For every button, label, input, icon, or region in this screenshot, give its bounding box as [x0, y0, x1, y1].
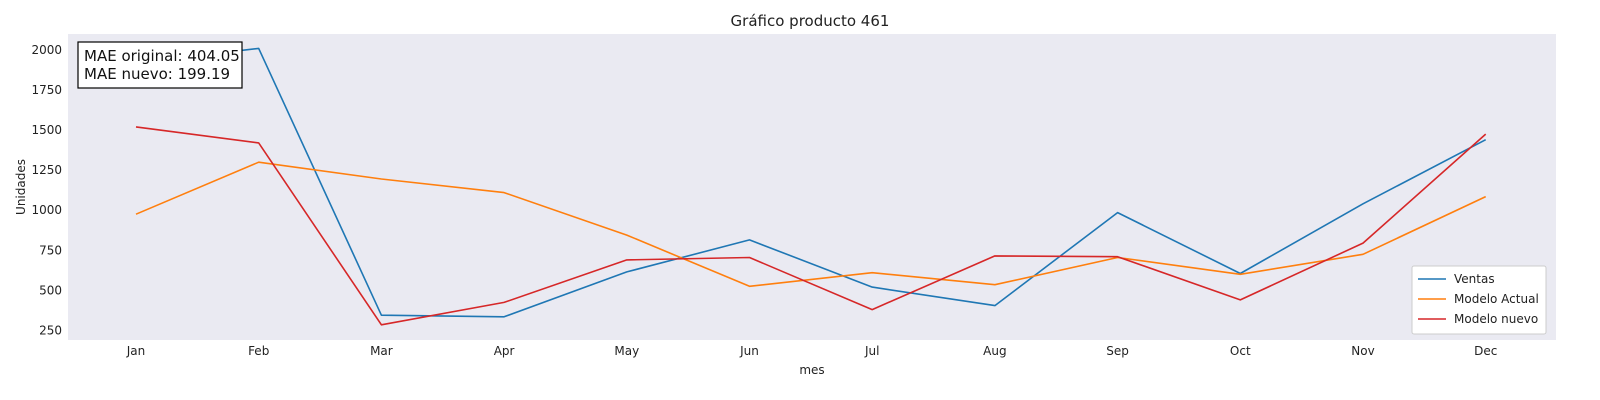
y-tick-label: 500	[39, 283, 62, 297]
annotation-line-mae-nuevo: MAE nuevo: 199.19	[84, 65, 230, 83]
y-ticks: 250 500 750 1000 1250 1500 1750 2000	[31, 43, 62, 337]
series-layer	[135, 47, 1487, 326]
chart-title: Gráfico producto 461	[731, 12, 890, 30]
x-tick-label: Mar	[370, 344, 393, 358]
x-tick-label: Aug	[983, 344, 1006, 358]
x-ticks: Jan Feb Mar Apr May Jun Jul Aug Sep Oct Nov Dec	[126, 344, 1498, 358]
plot-area	[68, 34, 1556, 340]
y-tick-label: 1250	[31, 163, 62, 177]
legend: Ventas Modelo Actual Modelo nuevo	[1411, 265, 1547, 335]
y-tick-label: 250	[39, 323, 62, 337]
x-axis-label: mes	[799, 363, 824, 377]
x-tick-label: Nov	[1351, 344, 1374, 358]
x-tick-label: Apr	[494, 344, 515, 358]
y-tick-label: 2000	[31, 43, 62, 57]
annotation-line-mae-original: MAE original: 404.05	[84, 47, 240, 65]
mae-annotation: MAE original: 404.05 MAE nuevo: 199.19	[77, 41, 243, 89]
legend-label: Modelo nuevo	[1454, 312, 1538, 326]
series-line-ventas	[135, 47, 1487, 318]
legend-label: Modelo Actual	[1454, 292, 1539, 306]
series-line-modelo-actual	[135, 161, 1487, 288]
legend-label: Ventas	[1454, 272, 1495, 286]
legend-box	[1411, 265, 1547, 335]
annotation-box	[77, 41, 243, 89]
x-tick-label: Jun	[739, 344, 759, 358]
x-tick-label: Feb	[248, 344, 269, 358]
x-tick-label: Dec	[1474, 344, 1497, 358]
x-tick-label: Jan	[126, 344, 146, 358]
x-tick-label: Sep	[1106, 344, 1129, 358]
series-line-modelo-nuevo	[135, 126, 1487, 326]
y-tick-label: 1000	[31, 203, 62, 217]
x-tick-label: Oct	[1230, 344, 1251, 358]
x-tick-label: Jul	[864, 344, 879, 358]
y-tick-label: 1750	[31, 83, 62, 97]
x-tick-label: May	[614, 344, 639, 358]
y-tick-label: 750	[39, 243, 62, 257]
y-axis-label: Unidades	[14, 159, 28, 215]
y-tick-label: 1500	[31, 123, 62, 137]
